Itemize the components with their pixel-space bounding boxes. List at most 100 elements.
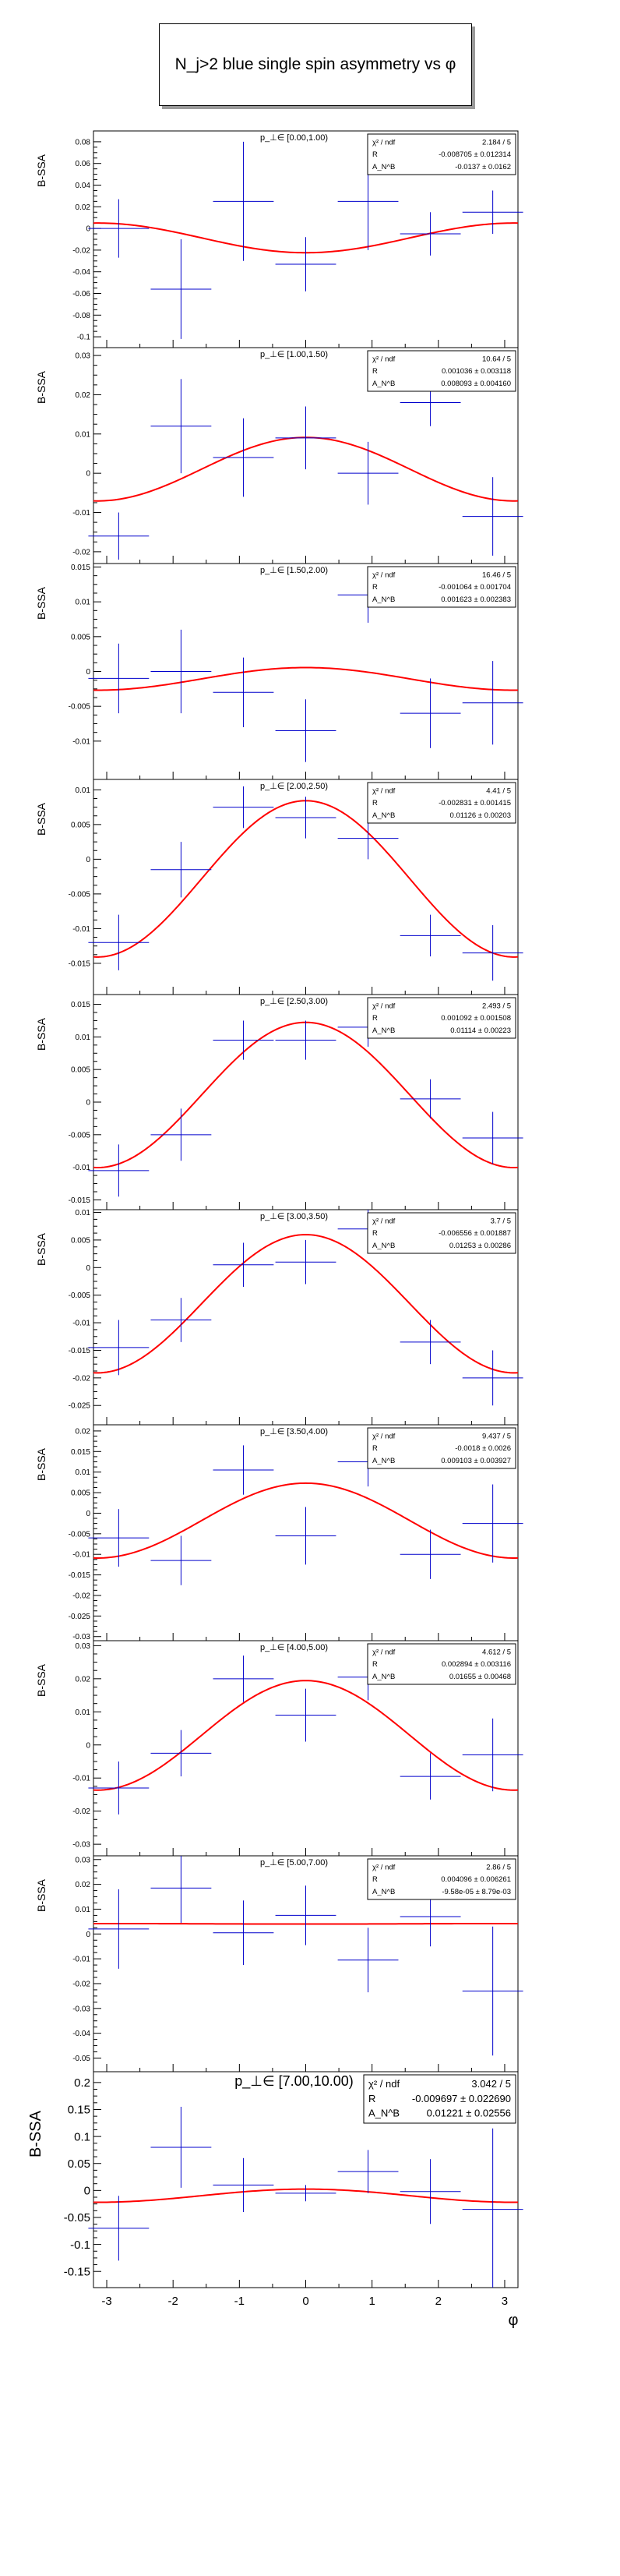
y-tick-label: 0.02 [76, 391, 91, 400]
data-point [88, 512, 150, 560]
panel-4: 0.015 0.01 0.005 0 -0.005 -0.01 -0.015 B-SSA p_⊥… [35, 994, 523, 1210]
data-point [462, 190, 523, 235]
y-tick-label: 0.08 [76, 138, 91, 147]
stats-label: R [372, 1875, 378, 1884]
fit-curve [93, 1680, 519, 1791]
stats-label: R [372, 1014, 378, 1023]
stats-value: -9.58e-05 ± 8.79e-03 [442, 1888, 511, 1896]
data-point [88, 643, 150, 714]
panel-title: p_⊥∈ [7.00,10.00) [234, 2073, 353, 2090]
data-point [400, 2159, 461, 2224]
y-tick-label: 0.005 [71, 1489, 90, 1498]
stats-label: χ² / ndf [372, 1648, 396, 1656]
panel-title: p_⊥∈ [5.00,7.00) [260, 1858, 328, 1868]
data-point [88, 1761, 150, 1815]
y-axis-label: B-SSA [35, 154, 48, 187]
panel-title: p_⊥∈ [3.50,4.00) [260, 1427, 328, 1436]
stats-value: 0.01126 ± 0.00203 [450, 811, 511, 820]
stats-box [367, 133, 516, 175]
stats-value: -0.009697 ± 0.022690 [412, 2093, 511, 2104]
y-tick-label: -0.1 [77, 334, 91, 342]
y-tick-label: -0.01 [72, 1164, 90, 1172]
stats-label: R [368, 2093, 375, 2104]
stats-value: 0.001623 ± 0.002383 [441, 595, 511, 604]
stats-value: 0.001092 ± 0.001508 [441, 1014, 511, 1023]
data-point [462, 1111, 523, 1164]
y-tick-label: -0.005 [69, 703, 91, 712]
data-point [150, 1730, 212, 1777]
y-tick-label: -0.005 [69, 1292, 91, 1300]
data-point [462, 1350, 523, 1406]
y-tick-label: 0.01 [76, 1468, 91, 1477]
y-tick-label: -0.02 [72, 1980, 90, 1988]
data-point [462, 1718, 523, 1792]
y-tick-label: 0.1 [74, 2130, 90, 2143]
data-point [400, 914, 461, 957]
panel-8: 0.03 0.02 0.01 0 -0.01 -0.02 -0.03 -0.04 -0.05 B-… [35, 1855, 523, 2072]
stats-label: R [372, 1229, 378, 1238]
data-point [213, 1900, 274, 1966]
y-tick-label: -0.02 [72, 246, 90, 255]
data-point [337, 1928, 399, 1993]
stats-value: 2.184 / 5 [482, 138, 511, 147]
stats-label: χ² / ndf [372, 571, 396, 579]
data-point [400, 678, 461, 748]
stats-label: R [372, 150, 378, 159]
data-point [275, 406, 336, 470]
stats-box [367, 350, 516, 392]
data-point [88, 1509, 150, 1567]
data-point [275, 1507, 336, 1565]
stats-value: 0.01655 ± 0.00468 [449, 1673, 511, 1681]
y-tick-label: 0.01 [76, 1906, 91, 1914]
data-point [150, 379, 212, 474]
data-point [337, 2150, 399, 2193]
stats-label: A_N^B [372, 1673, 395, 1681]
y-tick-label: 0.02 [76, 1675, 91, 1684]
y-tick-label: 0 [86, 856, 90, 864]
stats-label: A_N^B [372, 1027, 395, 1035]
y-axis-label: B-SSA [35, 1447, 48, 1481]
y-tick-label: -0.1 [70, 2239, 90, 2252]
y-tick-label: -0.08 [72, 312, 90, 320]
stats-label: A_N^B [372, 1242, 395, 1250]
data-point [150, 1298, 212, 1342]
y-tick-label: 0 [86, 1099, 90, 1108]
stats-label: A_N^B [372, 811, 395, 820]
panel-title: p_⊥∈ [2.00,2.50) [260, 782, 328, 791]
stats-value: 3.7 / 5 [491, 1217, 511, 1225]
data-point [275, 1688, 336, 1742]
data-point [213, 2157, 274, 2213]
stats-value: -0.006556 ± 0.001887 [439, 1229, 511, 1238]
stats-label: A_N^B [372, 380, 395, 388]
panel-title: p_⊥∈ [1.00,1.50) [260, 350, 328, 359]
y-tick-label: 0 [86, 668, 90, 677]
y-tick-label: 0.02 [76, 1881, 91, 1889]
stats-value: 0.009103 ± 0.003927 [441, 1457, 511, 1465]
y-tick-label: 0 [86, 1264, 90, 1273]
stats-value: -0.008705 ± 0.012314 [439, 150, 511, 159]
y-tick-label: -0.005 [69, 890, 91, 899]
y-tick-label: -0.04 [72, 2030, 90, 2038]
stats-label: R [372, 583, 378, 592]
data-point [213, 418, 274, 497]
data-point [150, 1856, 212, 1923]
stats-value: 4.612 / 5 [482, 1648, 511, 1656]
y-tick-label: -0.03 [72, 1841, 90, 1850]
stats-label: R [372, 799, 378, 807]
stats-value: -0.002831 ± 0.001415 [439, 799, 511, 807]
data-point [150, 2107, 212, 2188]
y-tick-label: -0.05 [72, 2055, 90, 2063]
x-tick-label: 0 [302, 2295, 308, 2308]
y-tick-label: -0.015 [69, 1196, 91, 1205]
y-axis-label: B-SSA [35, 1878, 48, 1912]
stats-value: -0.0018 ± 0.0026 [455, 1444, 511, 1453]
panel-3: 0.01 0.005 0 -0.005 -0.01 -0.015 B-SSA p_⊥∈ [2.… [35, 779, 523, 995]
stats-label: χ² / ndf [368, 2078, 400, 2090]
y-tick-label: -0.015 [69, 959, 91, 968]
data-point [275, 2185, 336, 2202]
data-point [337, 817, 399, 860]
data-point [462, 2128, 523, 2288]
x-axis-label: φ [509, 2312, 519, 2329]
data-point [150, 629, 212, 714]
